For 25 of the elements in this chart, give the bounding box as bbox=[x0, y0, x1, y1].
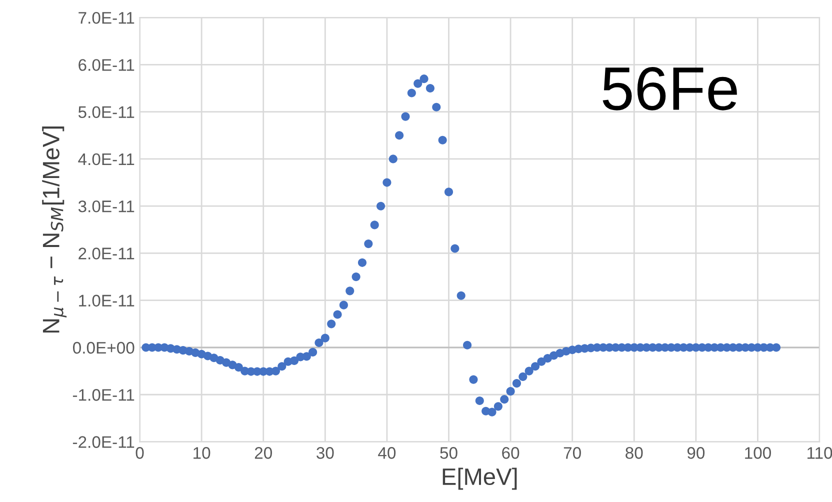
x-tick-label: 50 bbox=[440, 447, 458, 459]
x-tick-label: 30 bbox=[316, 447, 334, 459]
x-axis-title: E[MeV] bbox=[442, 468, 517, 490]
y-tick-label: 6.0E-11 bbox=[78, 59, 134, 71]
y-tick-label: 4.0E-11 bbox=[78, 153, 134, 166]
y-tick-label: 2.0E-11 bbox=[78, 248, 134, 260]
y-tick-label: 0.0E+00 bbox=[73, 342, 134, 354]
y-tick-label: 7.0E-11 bbox=[78, 12, 134, 24]
y-tick-label: 1.0E-11 bbox=[79, 294, 134, 307]
y-axis-title: N$_{μ−τ}$ − N$_{SM}$[1/MeV] bbox=[42, 126, 67, 333]
text: 56Fe bbox=[602, 67, 737, 110]
x-tick-label: 70 bbox=[564, 447, 581, 459]
x-tick-label: 110 bbox=[808, 447, 832, 459]
x-tick-label: 90 bbox=[687, 447, 705, 459]
x-tick-label: 80 bbox=[626, 447, 643, 459]
x-tick-label: 20 bbox=[254, 447, 272, 459]
y-tick-label: -2.0E-11 bbox=[72, 436, 134, 448]
x-tick-label: 10 bbox=[194, 447, 210, 459]
y-tick-label: -1.0E-11 bbox=[72, 389, 134, 401]
x-tick-label: 0 bbox=[136, 447, 144, 459]
x-tick-label: 100 bbox=[745, 447, 771, 459]
x-tick-label: 60 bbox=[502, 447, 520, 459]
y-tick-label: 3.0E-11 bbox=[78, 200, 134, 212]
y-tick-label: 5.0E-11 bbox=[78, 106, 134, 118]
x-tick-label: 40 bbox=[378, 447, 396, 459]
